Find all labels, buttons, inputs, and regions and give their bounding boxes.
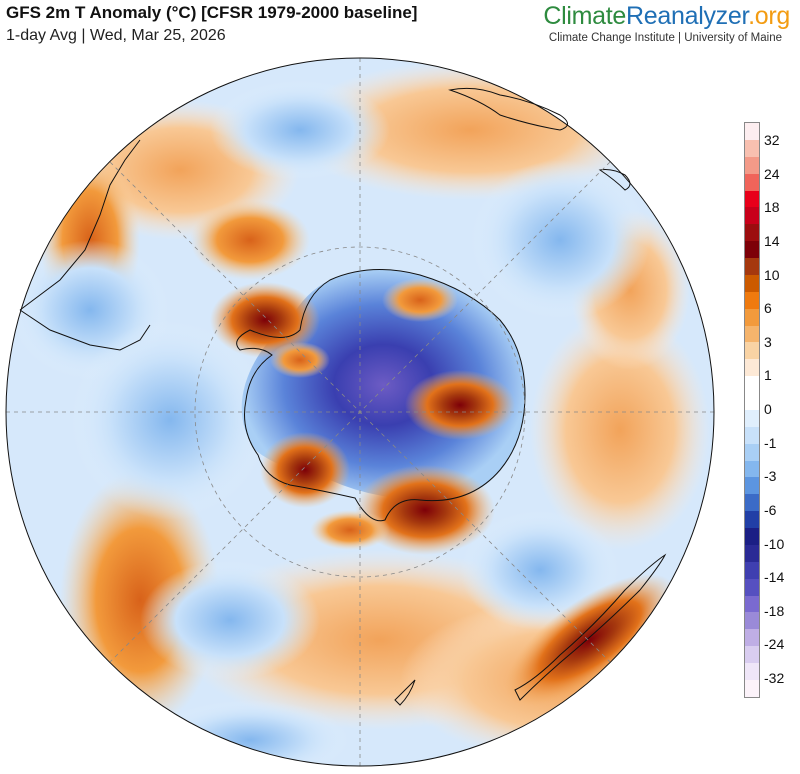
legend-label: -32 bbox=[764, 670, 785, 686]
legend-label: -3 bbox=[764, 468, 777, 485]
legend-swatch bbox=[745, 544, 759, 562]
africa-coastline bbox=[448, 87, 568, 131]
map-title: GFS 2m T Anomaly (°C) [CFSR 1979-2000 ba… bbox=[6, 3, 418, 22]
map-subtitle: 1-day Avg | Wed, Mar 25, 2026 bbox=[6, 27, 226, 44]
brand-affiliation: Climate Change Institute | University of… bbox=[548, 32, 782, 44]
legend-swatch bbox=[745, 426, 759, 444]
legend-swatch bbox=[745, 511, 759, 528]
legend-swatch bbox=[745, 291, 759, 309]
legend-swatch bbox=[745, 629, 759, 647]
legend-label: -18 bbox=[764, 602, 785, 619]
globe-outline bbox=[5, 57, 715, 767]
legend-swatch bbox=[745, 173, 759, 191]
legend-label: 3 bbox=[764, 333, 772, 350]
legend-label: 24 bbox=[764, 165, 780, 182]
legend-swatch bbox=[745, 139, 759, 157]
antarctica-coastline bbox=[236, 269, 526, 522]
legend-label: 10 bbox=[764, 266, 780, 283]
legend-swatch bbox=[745, 494, 759, 512]
legend-swatch bbox=[745, 258, 759, 275]
legend-swatch bbox=[745, 663, 759, 680]
brand-part-3: .org bbox=[748, 2, 790, 30]
legend-label: -24 bbox=[764, 636, 785, 653]
brand-part-2: Reanalyzer bbox=[626, 2, 749, 30]
legend-swatch bbox=[745, 224, 759, 242]
legend-label: -1 bbox=[764, 434, 777, 451]
legend-label: 14 bbox=[764, 232, 780, 249]
legend-swatch bbox=[745, 274, 759, 292]
legend-label: 18 bbox=[764, 199, 780, 216]
legend-label: -14 bbox=[764, 569, 785, 586]
legend-label: -10 bbox=[764, 535, 785, 552]
legend-swatch bbox=[745, 156, 759, 174]
legend-swatch bbox=[745, 308, 759, 326]
graticule bbox=[6, 58, 714, 766]
legend-swatch bbox=[745, 359, 759, 377]
legend-swatch bbox=[745, 595, 759, 613]
legend-label: 0 bbox=[764, 401, 772, 417]
legend-swatch bbox=[745, 123, 759, 140]
legend-swatch bbox=[745, 393, 759, 410]
legend-swatch bbox=[745, 646, 759, 663]
legend-swatch bbox=[745, 578, 759, 596]
legend-swatch bbox=[745, 342, 759, 360]
legend-swatch bbox=[745, 679, 759, 697]
legend-label: 1 bbox=[764, 367, 772, 384]
brand-logo[interactable]: ClimateReanalyzer.org bbox=[543, 2, 790, 31]
legend-swatch bbox=[745, 612, 759, 630]
legend-swatch bbox=[745, 376, 759, 393]
legend-label: 6 bbox=[764, 300, 772, 317]
legend-swatch bbox=[745, 207, 759, 225]
legend-swatch bbox=[745, 241, 759, 258]
legend-swatch bbox=[745, 561, 759, 579]
color-legend bbox=[744, 122, 760, 698]
legend-swatch bbox=[745, 443, 759, 461]
legend-swatch bbox=[745, 528, 759, 545]
brand-part-1: Climate bbox=[543, 2, 627, 30]
coastlines bbox=[19, 87, 667, 706]
legend-labels: 32 24 18 14 10 6 3 1 0 -1 -3 -6 -10 -14 -18 -24 -32 bbox=[764, 122, 800, 698]
legend-swatch bbox=[745, 477, 759, 495]
legend-label: -6 bbox=[764, 501, 777, 518]
island-coastline bbox=[394, 679, 416, 706]
legend-label: 32 bbox=[764, 132, 780, 148]
new-zealand-coastline bbox=[514, 553, 667, 701]
legend-swatch bbox=[745, 325, 759, 343]
legend-swatch bbox=[745, 190, 759, 208]
south-america-coastline bbox=[19, 139, 151, 351]
legend-swatch bbox=[745, 409, 759, 427]
legend-swatch bbox=[745, 460, 759, 478]
